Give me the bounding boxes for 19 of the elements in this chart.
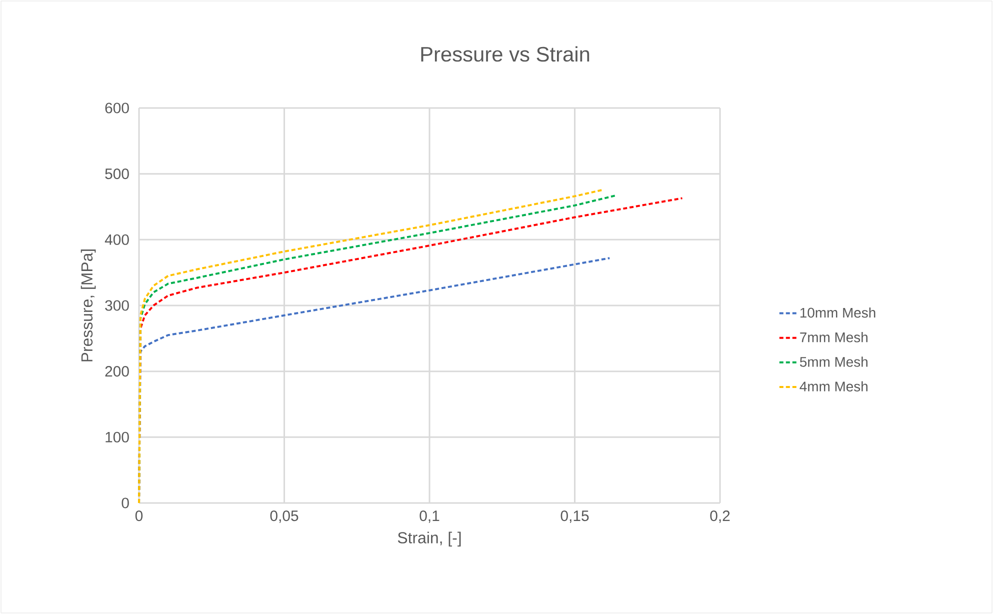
x-tick-label: 0,2 bbox=[710, 510, 730, 523]
y-tick-label: 200 bbox=[105, 366, 129, 377]
x-tick-label: 0 bbox=[135, 510, 143, 522]
x-tick-label: 0,15 bbox=[560, 510, 589, 523]
y-tick-label: 100 bbox=[106, 432, 129, 442]
y-tick-label: 600 bbox=[105, 102, 129, 114]
y-tick-label: 300 bbox=[105, 300, 129, 311]
y-tick-label: 400 bbox=[104, 234, 129, 245]
y-axis-title: Pressure, [MPa] bbox=[80, 250, 96, 362]
legend-label: 7mm Mesh bbox=[800, 332, 868, 342]
x-axis-title: Strain, [-] bbox=[398, 532, 461, 547]
legend-label: 4mm Mesh bbox=[800, 381, 868, 392]
x-tick-label: 0,05 bbox=[270, 510, 298, 523]
legend-label: 5mm Mesh bbox=[800, 356, 868, 367]
x-tick-label: 0,1 bbox=[420, 510, 440, 523]
y-tick-label: 500 bbox=[105, 168, 129, 180]
legend-label: 10mm Mesh bbox=[800, 307, 876, 318]
chart-title: Pressure vs Strain bbox=[421, 46, 590, 62]
y-tick-label: 0 bbox=[122, 498, 129, 508]
